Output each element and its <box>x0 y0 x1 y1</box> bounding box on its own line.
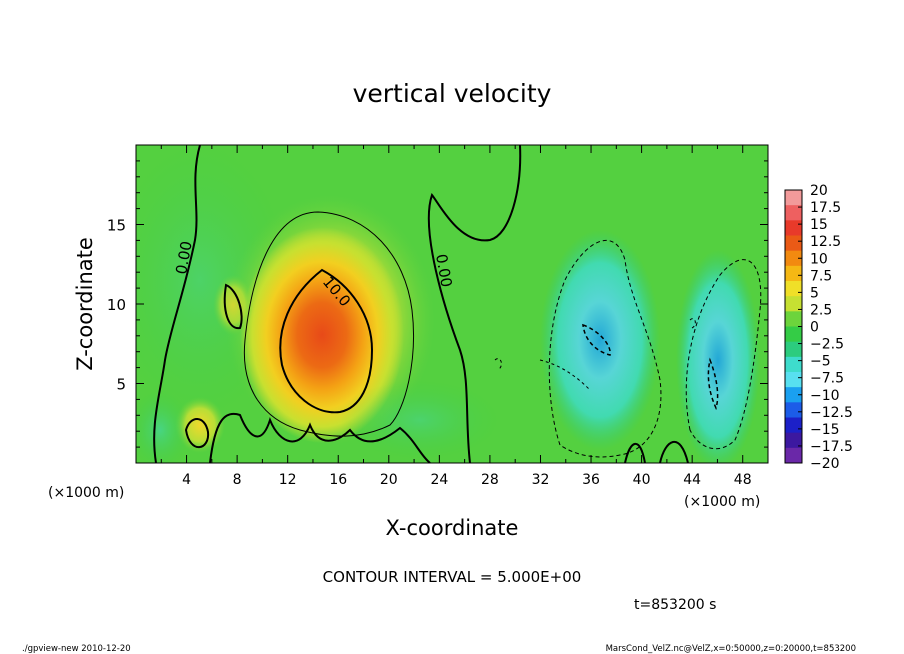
x-axis: 4 8 12 16 20 24 28 32 36 40 44 48 <box>160 145 752 488</box>
x-tick-label: 12 <box>279 472 297 488</box>
footer-left: ./gpview-new 2010-12-20 <box>22 644 131 654</box>
colorbar-label: −12.5 <box>810 405 853 421</box>
colorbar-label: 10 <box>810 251 828 267</box>
velocity-field <box>136 145 768 463</box>
y-axis-label: Z-coordinate <box>73 237 97 371</box>
x-tick-label: 32 <box>532 472 550 488</box>
y-tick-label: 10 <box>107 296 126 314</box>
contour-neg10-b <box>707 357 719 411</box>
colorbar-label: 17.5 <box>810 200 841 216</box>
colorbar-swatch <box>785 190 802 206</box>
colorbar-swatch <box>785 402 802 418</box>
colorbar-label: −17.5 <box>810 439 853 455</box>
colorbar-swatch <box>785 265 802 282</box>
colorbar-label: −20 <box>810 456 840 472</box>
colorbar-label: 0 <box>810 320 819 336</box>
x-tick-label: 4 <box>182 472 191 488</box>
colorbar-swatch <box>785 205 802 221</box>
colorbar-label: 5 <box>810 285 819 301</box>
colorbar-label: −10 <box>810 388 840 404</box>
colorbar-swatch <box>785 387 802 403</box>
contour-neg5-left <box>548 239 662 458</box>
time-label: t=853200 s <box>634 597 716 613</box>
x-tick-label: 48 <box>734 472 752 488</box>
x-tick-label: 8 <box>233 472 242 488</box>
x-unit-right: (×1000 m) <box>684 494 760 510</box>
contour-ten-updraft <box>279 268 374 414</box>
contour-interval: CONTOUR INTERVAL = 5.000E+00 <box>323 568 582 586</box>
colorbar-label: 20 <box>810 183 828 199</box>
x-tick-label: 16 <box>329 472 347 488</box>
x-tick-label: 40 <box>633 472 651 488</box>
colorbar-swatch <box>785 341 802 358</box>
contour-bottom-left <box>184 418 210 449</box>
contour-five-updraft <box>243 211 414 437</box>
contour-bottom-right <box>624 440 689 463</box>
x-tick-label: 28 <box>481 472 499 488</box>
contour-bottom-wave <box>209 412 431 463</box>
colorbar-label: 2.5 <box>810 302 832 318</box>
x-unit-left: (×1000 m) <box>48 485 124 501</box>
colorbar-swatch <box>785 311 802 327</box>
contour-zero-center <box>427 145 522 463</box>
contour-small-loop <box>223 283 243 330</box>
x-axis-label: X-coordinate <box>386 516 519 540</box>
colorbar-swatch <box>785 220 802 236</box>
colorbar-label: −5 <box>810 354 831 370</box>
colorbar-swatch <box>785 432 802 449</box>
colorbar-swatch <box>785 250 802 267</box>
x-tick-label: 24 <box>430 472 448 488</box>
contour-zero-left <box>153 145 201 463</box>
colorbar-label: 15 <box>810 217 828 233</box>
colorbar-label: 7.5 <box>810 268 832 284</box>
x-tick-label: 44 <box>683 472 701 488</box>
colorbar-swatch <box>785 356 802 373</box>
contour-label: 0.00 <box>432 253 456 289</box>
contour-label: 0.00 <box>172 240 196 276</box>
colorbar-swatch <box>785 372 802 388</box>
colorbar-label: −15 <box>810 422 840 438</box>
y-tick-label: 5 <box>116 376 126 394</box>
colorbar-label: 12.5 <box>810 234 841 250</box>
colorbar-swatch <box>785 281 802 297</box>
contour-lines <box>153 145 762 463</box>
colorbar-swatch <box>785 326 802 343</box>
colorbar-label: −2.5 <box>810 337 844 353</box>
colorbar-label: −7.5 <box>810 371 844 387</box>
colorbar-swatch <box>785 235 802 252</box>
contour-neg10-a <box>582 323 611 356</box>
colorbar-swatch <box>785 417 802 434</box>
x-tick-label: 36 <box>582 472 600 488</box>
colorbar-swatch <box>785 296 802 312</box>
y-axis: 5 10 15 <box>107 160 768 448</box>
contour-scatter <box>494 318 696 391</box>
y-tick-label: 15 <box>107 217 126 235</box>
chart-title: vertical velocity <box>353 79 552 108</box>
colorbar-swatch <box>785 447 802 464</box>
footer-right: MarsCond_VelZ.nc@VelZ,x=0:50000,z=0:2000… <box>606 644 856 654</box>
x-tick-label: 20 <box>380 472 398 488</box>
